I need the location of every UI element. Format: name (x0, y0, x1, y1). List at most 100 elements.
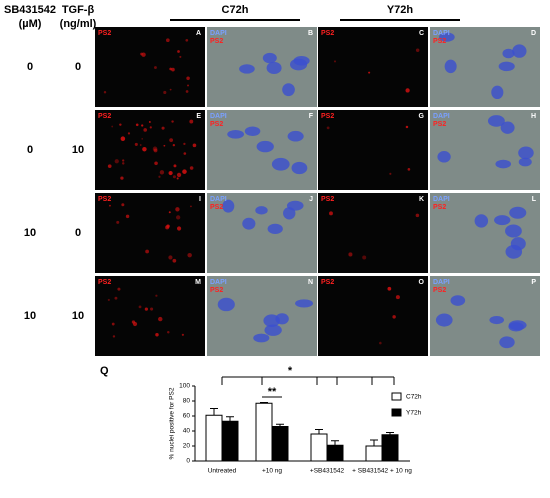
nucleus (256, 140, 274, 153)
signal-spot (187, 252, 192, 258)
signal-spot (117, 287, 121, 291)
signal-spot (153, 148, 158, 153)
legend-swatch (391, 408, 402, 417)
row-header-unit: (µM) (19, 18, 42, 30)
channel-label: DAPI (433, 30, 450, 37)
signal-spot (138, 305, 142, 309)
panel-letter: N (308, 279, 313, 286)
signal-spot (155, 294, 158, 297)
signal-spot (192, 143, 197, 148)
signal-spot (176, 226, 182, 231)
signal-spot (407, 168, 411, 171)
channel-label: PS2 (321, 113, 334, 120)
signal-spot (171, 120, 174, 123)
signal-spot (175, 207, 180, 212)
signal-spot (176, 177, 179, 180)
nucleus (222, 199, 235, 213)
signal-spot (139, 144, 142, 146)
signal-spot (387, 286, 392, 291)
panel-letter: E (196, 113, 201, 120)
signal-spot (179, 55, 182, 58)
signal-spot (163, 144, 166, 147)
channel-label: PS2 (210, 204, 223, 211)
panel-letter: K (419, 196, 424, 203)
signal-spot (368, 71, 371, 74)
signal-spot (142, 146, 147, 152)
signal-spot (134, 142, 138, 146)
row-value: 10 (24, 227, 36, 239)
panel-letter: O (419, 279, 425, 286)
nucleus (255, 206, 268, 215)
signal-spot (168, 211, 171, 214)
signal-spot (154, 66, 157, 69)
row-value: 10 (72, 310, 84, 322)
nucleus (271, 157, 290, 171)
signal-spot (185, 38, 189, 42)
nucleus (239, 64, 255, 74)
signal-spot (168, 171, 173, 176)
panel-letter: D (531, 30, 536, 37)
signal-spot (107, 164, 112, 169)
bar (255, 402, 273, 462)
micrograph (430, 193, 540, 273)
nucleus (264, 324, 282, 336)
signal-spot (109, 204, 111, 207)
bar (221, 420, 239, 462)
micrograph (318, 110, 428, 190)
nucleus (282, 83, 295, 97)
signal-spot (172, 175, 176, 179)
panel-letter: A (196, 30, 201, 37)
nucleus (505, 244, 523, 259)
signal-spot (181, 333, 185, 336)
nucleus (437, 151, 451, 163)
signal-spot (348, 252, 353, 257)
signal-spot (379, 341, 382, 345)
signal-spot (111, 322, 115, 326)
nucleus (253, 333, 270, 343)
y-tick-label: 20 (183, 443, 191, 450)
row-header-unit: (ng/ml) (60, 18, 97, 30)
channel-label: DAPI (210, 30, 227, 37)
bar (326, 444, 344, 462)
signal-spot (159, 170, 165, 175)
row-value: 0 (27, 144, 33, 156)
panel-letter: G (419, 113, 425, 120)
nucleus (217, 297, 235, 312)
channel-label: PS2 (433, 287, 446, 294)
signal-spot (161, 126, 165, 130)
panel-letter: C (419, 30, 424, 37)
signal-spot (141, 124, 144, 127)
signal-spot (183, 142, 186, 146)
channel-label: PS2 (433, 204, 446, 211)
nucleus (498, 61, 515, 72)
micrograph (318, 276, 428, 356)
signal-spot (135, 123, 139, 127)
legend-label: Y72h (406, 410, 422, 417)
signal-spot (187, 84, 190, 87)
panel-letter: L (532, 196, 537, 203)
channel-label: PS2 (98, 196, 111, 203)
row-header: TGF-β (62, 4, 95, 16)
micrograph (318, 27, 428, 107)
signal-spot (107, 298, 110, 302)
micrograph (95, 276, 205, 356)
signal-spot (121, 203, 125, 207)
channel-label: PS2 (98, 30, 111, 37)
panel-letter: J (309, 196, 313, 203)
signal-spot (140, 52, 143, 56)
column-header: C72h (222, 4, 249, 16)
signal-spot (122, 159, 125, 162)
signal-spot (392, 315, 396, 319)
channel-label: PS2 (210, 287, 223, 294)
y-tick-label: 80 (183, 398, 191, 405)
panel-letter: I (199, 196, 201, 203)
row-value: 0 (75, 61, 81, 73)
legend-swatch (391, 392, 402, 401)
channel-label: PS2 (210, 121, 223, 128)
signal-spot (171, 67, 175, 72)
channel-label: PS2 (321, 196, 334, 203)
nucleus (444, 59, 457, 74)
signal-spot (120, 136, 126, 141)
signal-spot (166, 224, 170, 229)
signal-spot (169, 138, 174, 142)
